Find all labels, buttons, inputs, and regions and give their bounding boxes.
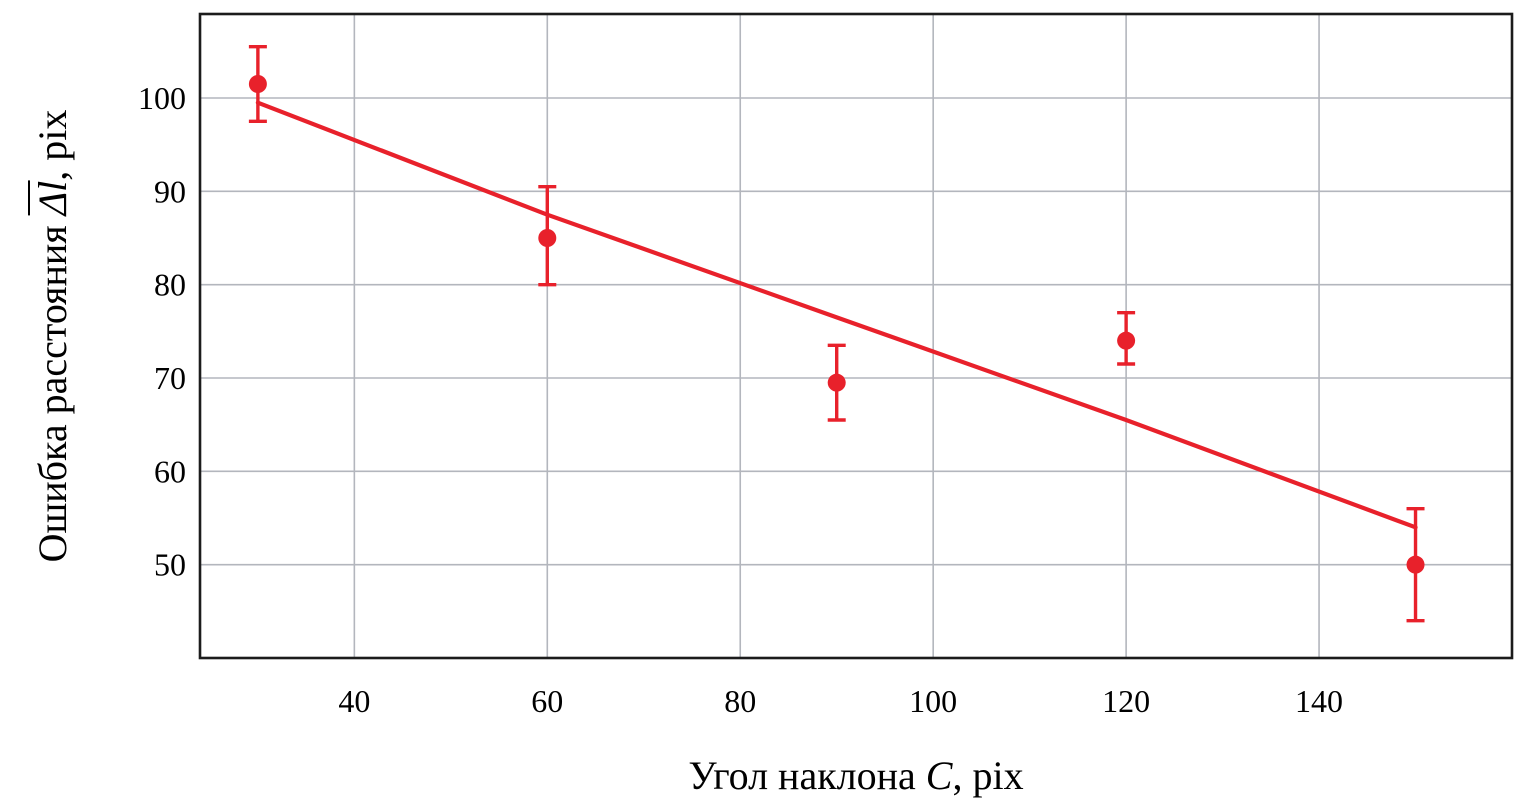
data-point — [827, 373, 846, 392]
y-tick-label: 100 — [138, 80, 186, 116]
y-tick-label: 50 — [154, 547, 186, 583]
x-tick-label: 120 — [1102, 683, 1150, 719]
x-axis-title-suffix: , pix — [952, 753, 1024, 798]
x-tick-label: 140 — [1295, 683, 1343, 719]
y-axis-title-prefix: Ошибка расстояния — [30, 215, 75, 563]
data-point — [248, 75, 267, 93]
trend-line — [255, 100, 1418, 530]
x-tick-label: 40 — [338, 683, 370, 719]
y-axis-title: Ошибка расстояния Δl, pix — [28, 109, 76, 563]
x-tick-label: 80 — [724, 683, 756, 719]
x-tick-label: 60 — [531, 683, 563, 719]
x-axis-title-prefix: Угол наклона — [688, 753, 926, 798]
plot-frame — [198, 12, 1514, 660]
x-axis-title: Угол наклона C, pix — [200, 752, 1512, 799]
y-axis-title-suffix: , pix — [30, 109, 75, 181]
data-point — [538, 229, 557, 247]
x-axis-variable-c: C — [925, 753, 953, 798]
y-tick-label: 60 — [154, 453, 186, 489]
x-tick-label: 100 — [909, 683, 957, 719]
data-point — [1406, 555, 1425, 574]
y-tick-label: 80 — [154, 267, 186, 303]
y-axis-variable-delta-l: Δl — [28, 180, 75, 216]
y-tick-label: 90 — [154, 173, 186, 209]
y-tick-label: 70 — [154, 360, 186, 396]
data-point — [1117, 331, 1136, 350]
